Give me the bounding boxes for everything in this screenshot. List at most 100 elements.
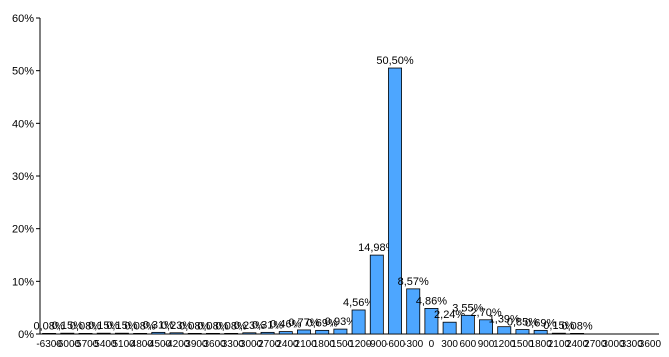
x-tick-label: 900 bbox=[478, 339, 495, 350]
bar bbox=[351, 309, 366, 335]
bar bbox=[78, 332, 93, 335]
x-tick-label: -3300 bbox=[218, 339, 244, 350]
x-tick-label: -300 bbox=[403, 339, 423, 350]
bar-data-label: 50,50% bbox=[376, 55, 414, 67]
bar bbox=[60, 332, 75, 335]
bar-data-label: 1,39% bbox=[489, 314, 520, 326]
x-tick-label: -3000 bbox=[237, 339, 263, 350]
y-tick-label: 60% bbox=[12, 13, 34, 25]
x-tick-label: -4800 bbox=[127, 339, 153, 350]
bar-data-label: 8,57% bbox=[398, 276, 429, 288]
x-tick-label: -2400 bbox=[273, 339, 299, 350]
bar bbox=[533, 329, 548, 335]
x-tick-label: 2700 bbox=[584, 339, 607, 350]
bar bbox=[151, 331, 166, 335]
x-tick-label: 600 bbox=[459, 339, 476, 350]
x-tick-label: 3300 bbox=[621, 339, 644, 350]
bar bbox=[369, 254, 384, 335]
bar-data-label: 4,56% bbox=[343, 297, 374, 309]
x-tick-label: -3900 bbox=[182, 339, 208, 350]
x-tick-label: -3600 bbox=[200, 339, 226, 350]
bar bbox=[260, 331, 275, 335]
x-tick-label: -4500 bbox=[146, 339, 172, 350]
bar bbox=[169, 332, 184, 335]
bar-data-label: 0,77% bbox=[288, 317, 319, 329]
bar-data-label: 0,15% bbox=[106, 320, 137, 332]
bar bbox=[479, 319, 493, 335]
bar-data-label: 0,15% bbox=[52, 320, 83, 332]
x-tick-label: 1800 bbox=[530, 339, 553, 350]
bar-data-label: 3,55% bbox=[452, 302, 483, 314]
x-tick-label: -900 bbox=[367, 339, 387, 350]
x-tick-label: 1500 bbox=[511, 339, 534, 350]
bar-data-label: 0,85% bbox=[507, 317, 538, 329]
y-tick-label: 40% bbox=[12, 118, 34, 130]
bar bbox=[460, 314, 475, 335]
bar-data-label: 0,46% bbox=[270, 319, 301, 331]
x-tick-label: -5400 bbox=[91, 339, 117, 350]
bar bbox=[206, 332, 220, 335]
bar bbox=[570, 332, 585, 335]
bar-data-label: 0,08% bbox=[34, 320, 65, 332]
bar-data-label: 0,69% bbox=[525, 317, 556, 329]
bar-data-label: 0,15% bbox=[543, 320, 574, 332]
bar-data-label: 0,08% bbox=[197, 320, 228, 332]
x-tick-label: -1200 bbox=[346, 339, 372, 350]
bar-data-label: 0,23% bbox=[234, 320, 265, 332]
x-tick-label: -5100 bbox=[109, 339, 135, 350]
bar-data-label: 0,08% bbox=[216, 320, 247, 332]
bar bbox=[315, 329, 330, 335]
bar-data-label: 0,31% bbox=[252, 319, 283, 331]
bar-data-label: 0,08% bbox=[70, 320, 101, 332]
bar-data-label: 2,24% bbox=[434, 309, 465, 321]
bar bbox=[551, 332, 566, 335]
bar bbox=[497, 326, 512, 335]
x-tick-label: -6000 bbox=[55, 339, 81, 350]
bar bbox=[406, 288, 421, 335]
x-tick-label: 3000 bbox=[602, 339, 625, 350]
bar-data-label: 0,31% bbox=[143, 319, 174, 331]
x-tick-label: 0 bbox=[429, 339, 435, 350]
x-tick-label: -1800 bbox=[309, 339, 335, 350]
bar-data-label: 14,98% bbox=[358, 242, 396, 254]
bar-data-label: 2,70% bbox=[470, 307, 501, 319]
x-tick-label: 2100 bbox=[548, 339, 571, 350]
bar bbox=[333, 328, 348, 335]
x-tick-label: -6300 bbox=[36, 339, 62, 350]
x-tick-label: -4200 bbox=[164, 339, 190, 350]
bar bbox=[242, 332, 257, 335]
bar bbox=[442, 321, 457, 335]
bar-data-label: 4,86% bbox=[416, 295, 447, 307]
bar bbox=[424, 308, 439, 335]
bar-data-label: 0,08% bbox=[125, 320, 156, 332]
bar-data-label: 0,08% bbox=[179, 320, 210, 332]
bar-data-label: 0,69% bbox=[307, 317, 338, 329]
x-tick-label: -5700 bbox=[73, 339, 99, 350]
x-tick-label: -2100 bbox=[291, 339, 317, 350]
bar bbox=[278, 331, 293, 335]
x-tick-label: 3600 bbox=[639, 339, 662, 350]
bar-data-label: 0,15% bbox=[88, 320, 119, 332]
y-tick-label: 30% bbox=[12, 171, 34, 183]
bar bbox=[42, 332, 57, 335]
bar bbox=[187, 332, 202, 335]
x-tick-label: 300 bbox=[441, 339, 458, 350]
bar bbox=[96, 332, 111, 335]
y-tick-label: 0% bbox=[18, 329, 34, 341]
bar bbox=[133, 332, 148, 335]
x-tick-label: -2700 bbox=[255, 339, 281, 350]
x-tick-label: 1200 bbox=[493, 339, 516, 350]
y-tick-label: 10% bbox=[12, 276, 34, 288]
bar-data-label: 0,23% bbox=[161, 320, 192, 332]
y-tick-label: 50% bbox=[12, 66, 34, 78]
bar bbox=[515, 329, 530, 335]
bar bbox=[388, 67, 402, 335]
x-tick-label: 2400 bbox=[566, 339, 589, 350]
bar bbox=[297, 329, 311, 335]
bar bbox=[114, 332, 129, 335]
bar-data-label: 0,93% bbox=[325, 316, 356, 328]
y-tick-label: 20% bbox=[12, 224, 34, 236]
bar bbox=[224, 332, 239, 335]
